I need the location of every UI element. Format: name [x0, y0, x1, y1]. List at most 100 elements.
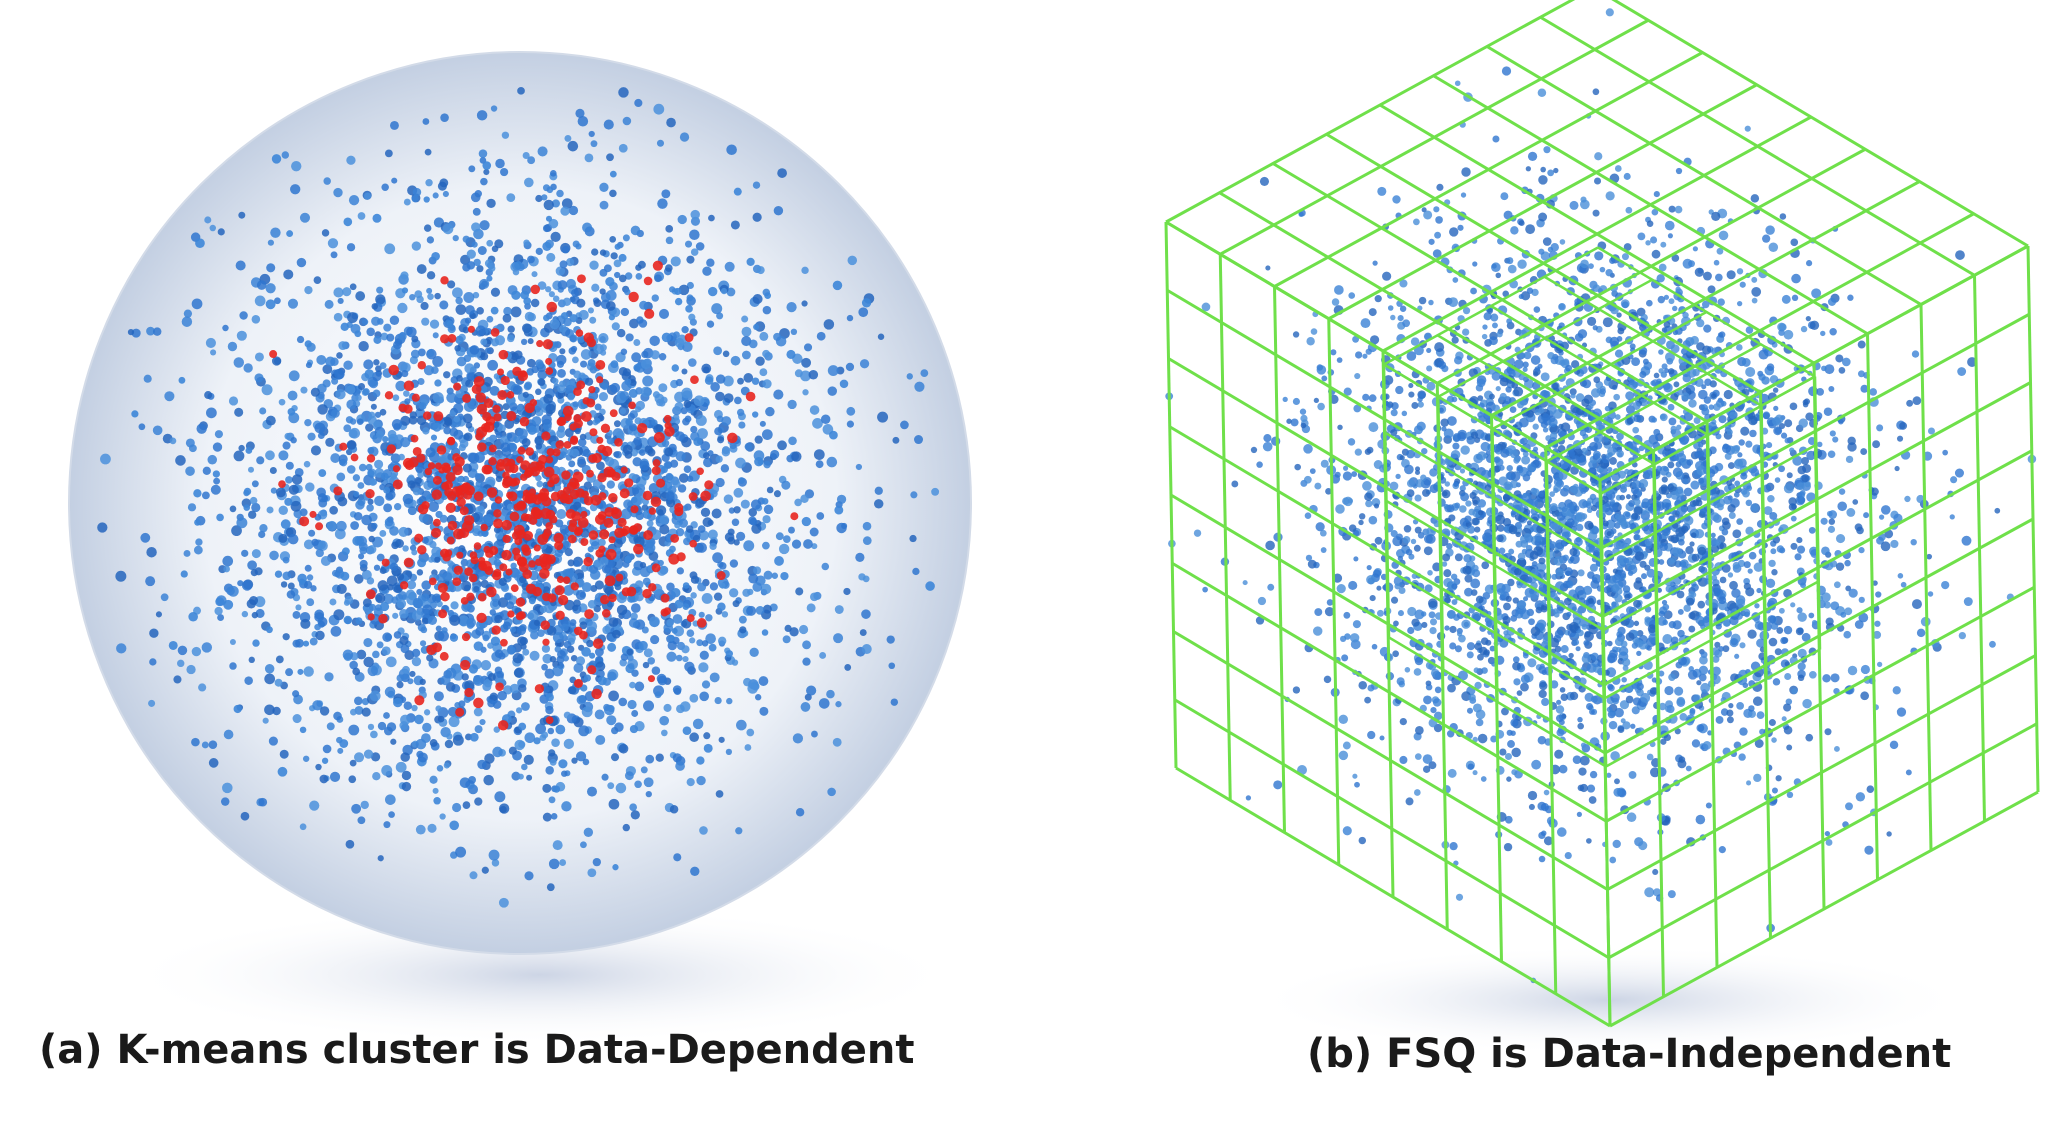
centroid [477, 442, 487, 452]
point [285, 461, 294, 470]
point [426, 287, 433, 294]
point [510, 306, 522, 318]
centroid [333, 486, 343, 496]
point [711, 508, 722, 519]
point [325, 356, 336, 367]
point [342, 287, 352, 297]
point [251, 611, 259, 619]
point [363, 749, 374, 759]
point [320, 555, 331, 566]
point [846, 406, 856, 416]
point [560, 623, 569, 632]
point [400, 752, 410, 762]
centroid [441, 482, 450, 491]
point [777, 440, 787, 451]
point [675, 654, 683, 662]
point [547, 727, 555, 735]
point [689, 693, 699, 703]
point [1869, 388, 1878, 396]
centroid [598, 545, 606, 553]
point [608, 798, 620, 810]
centroid [501, 519, 513, 531]
point [615, 782, 627, 794]
point [434, 379, 442, 387]
point [205, 337, 216, 348]
point [1726, 709, 1734, 717]
point [599, 182, 609, 192]
point [1912, 396, 1922, 406]
point [713, 346, 723, 356]
point [1538, 831, 1546, 840]
point [360, 800, 369, 810]
point [208, 740, 218, 749]
centroid [569, 423, 577, 431]
centroid [519, 370, 527, 378]
point [1242, 580, 1248, 586]
point [149, 628, 159, 638]
point [665, 472, 674, 481]
point [506, 503, 514, 511]
point [834, 505, 844, 515]
point [1905, 769, 1912, 776]
point [282, 633, 290, 641]
point [488, 264, 496, 272]
point [241, 549, 249, 557]
point [675, 378, 683, 387]
point [411, 656, 422, 667]
point [348, 775, 357, 784]
point [181, 316, 193, 327]
point [724, 261, 735, 272]
point [494, 239, 504, 249]
centroid [365, 589, 376, 600]
point [835, 701, 842, 708]
point [248, 510, 257, 519]
point [379, 408, 387, 416]
point [620, 307, 630, 317]
point [676, 334, 687, 345]
point [469, 732, 479, 742]
point [399, 609, 409, 619]
point [799, 624, 809, 635]
point [692, 718, 704, 730]
point [514, 261, 523, 270]
point [736, 408, 745, 417]
point [701, 640, 709, 647]
point [545, 766, 554, 775]
centroid [475, 392, 487, 403]
point [131, 410, 139, 418]
centroid [315, 522, 324, 531]
point [227, 341, 238, 352]
centroid [541, 554, 553, 565]
point [640, 766, 648, 774]
centroid [512, 547, 521, 556]
point [469, 871, 478, 880]
centroid [403, 380, 415, 391]
centroid [615, 573, 624, 582]
point [462, 413, 473, 424]
point [1365, 499, 1373, 508]
point [383, 503, 393, 513]
point [427, 823, 437, 833]
centroid [517, 446, 526, 455]
point [316, 354, 327, 365]
point [456, 356, 467, 367]
point [361, 318, 369, 326]
point [290, 184, 301, 195]
point [287, 408, 296, 416]
point [568, 460, 576, 468]
point [373, 335, 382, 344]
centroid [515, 597, 526, 607]
point [186, 664, 196, 675]
centroid [417, 545, 427, 555]
point [546, 883, 555, 892]
point [596, 461, 605, 471]
point [669, 286, 676, 293]
point [266, 626, 273, 634]
point [1447, 611, 1455, 619]
point [749, 517, 758, 526]
centroid [440, 334, 450, 344]
centroid [464, 567, 473, 576]
point [1336, 584, 1346, 594]
point [403, 390, 410, 397]
centroid [599, 529, 610, 540]
